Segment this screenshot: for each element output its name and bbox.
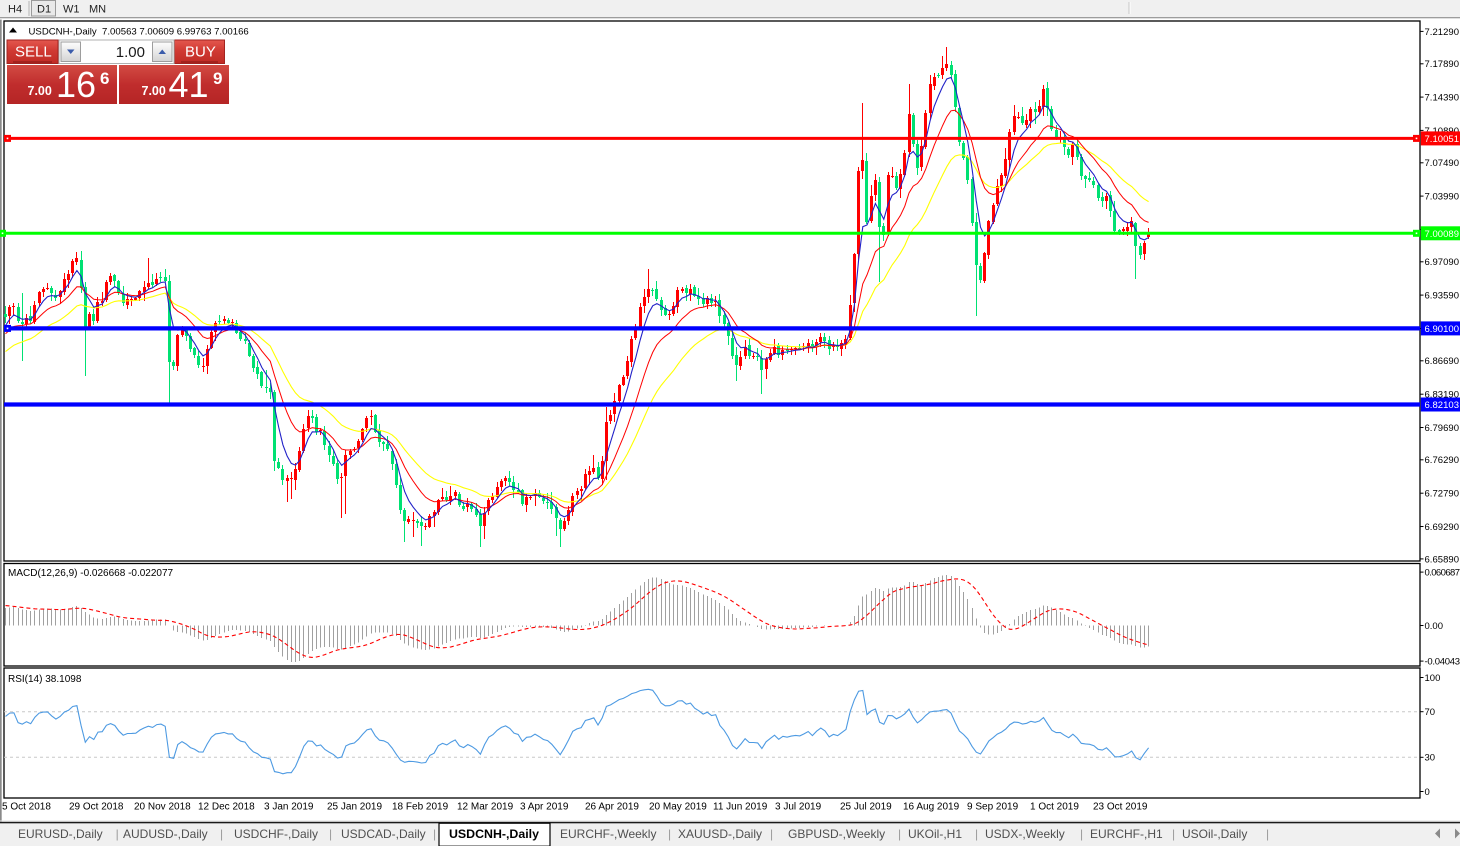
svg-text:6.93590: 6.93590 — [1425, 291, 1460, 302]
svg-text:100: 100 — [1425, 673, 1441, 684]
svg-text:|: | — [975, 827, 978, 841]
svg-text:9 Sep 2019: 9 Sep 2019 — [967, 802, 1019, 813]
svg-text:|: | — [433, 827, 436, 841]
svg-text:MN: MN — [89, 4, 106, 16]
svg-text:7.21290: 7.21290 — [1425, 27, 1460, 38]
svg-text:3 Apr 2019: 3 Apr 2019 — [520, 802, 569, 813]
svg-text:W1: W1 — [63, 4, 80, 16]
svg-text:6.69290: 6.69290 — [1425, 522, 1460, 533]
svg-text:|: | — [220, 827, 223, 841]
svg-text:|: | — [668, 827, 671, 841]
svg-text:|: | — [329, 827, 332, 841]
svg-text:7.03990: 7.03990 — [1425, 192, 1460, 203]
svg-text:7.17890: 7.17890 — [1425, 59, 1460, 70]
svg-text:25 Jul 2019: 25 Jul 2019 — [840, 802, 892, 813]
svg-text:|: | — [1172, 827, 1175, 841]
svg-text:UKOil-,H1: UKOil-,H1 — [908, 827, 962, 841]
svg-text:6.65890: 6.65890 — [1425, 554, 1460, 565]
svg-text:30: 30 — [1425, 753, 1436, 764]
svg-text:USDCAD-,Daily: USDCAD-,Daily — [341, 827, 426, 841]
svg-text:16 Aug 2019: 16 Aug 2019 — [903, 802, 960, 813]
svg-text:|: | — [116, 827, 119, 841]
svg-text:7.07490: 7.07490 — [1425, 158, 1460, 169]
svg-text:29 Oct 2018: 29 Oct 2018 — [69, 802, 124, 813]
svg-text:26 Apr 2019: 26 Apr 2019 — [585, 802, 639, 813]
svg-text:RSI(14) 38.1098: RSI(14) 38.1098 — [8, 674, 82, 685]
svg-text:6.90100: 6.90100 — [1425, 324, 1460, 335]
svg-text:6: 6 — [100, 69, 109, 88]
svg-text:XAUUSD-,Daily: XAUUSD-,Daily — [678, 827, 762, 841]
svg-text:7.00: 7.00 — [142, 84, 166, 98]
svg-text:23 Oct 2019: 23 Oct 2019 — [1093, 802, 1148, 813]
svg-text:MACD(12,26,9) -0.026668 -0.022: MACD(12,26,9) -0.026668 -0.022077 — [8, 568, 174, 579]
svg-text:AUDUSD-,Daily: AUDUSD-,Daily — [123, 827, 208, 841]
svg-text:6.83190: 6.83190 — [1425, 390, 1460, 401]
svg-text:0.060687: 0.060687 — [1425, 568, 1460, 579]
svg-text:7.10890: 7.10890 — [1425, 126, 1460, 137]
svg-text:3 Jan 2019: 3 Jan 2019 — [264, 802, 314, 813]
svg-text:6.79690: 6.79690 — [1425, 423, 1460, 434]
svg-text:9: 9 — [213, 69, 222, 88]
svg-text:18 Feb 2019: 18 Feb 2019 — [392, 802, 449, 813]
svg-text:41: 41 — [169, 64, 209, 105]
svg-text:|: | — [898, 827, 901, 841]
svg-text:6.82103: 6.82103 — [1425, 400, 1460, 411]
svg-text:11 Jun 2019: 11 Jun 2019 — [713, 802, 768, 813]
svg-text:-0.04043: -0.04043 — [1425, 657, 1460, 668]
svg-text:USDCNH-,Daily 7.00563 7.00609: USDCNH-,Daily 7.00563 7.00609 6.99763 7.… — [29, 27, 249, 38]
svg-text:12 Dec 2018: 12 Dec 2018 — [198, 802, 255, 813]
svg-text:D1: D1 — [37, 4, 51, 16]
svg-text:EURCHF-,H1: EURCHF-,H1 — [1090, 827, 1163, 841]
svg-text:25 Jan 2019: 25 Jan 2019 — [327, 802, 382, 813]
svg-text:BUY: BUY — [185, 44, 216, 61]
svg-text:0.00: 0.00 — [1425, 621, 1444, 632]
svg-text:6.72790: 6.72790 — [1425, 489, 1460, 500]
svg-text:7.10051: 7.10051 — [1425, 134, 1460, 145]
svg-text:USDCNH-,Daily: USDCNH-,Daily — [449, 827, 539, 841]
svg-text:0: 0 — [1425, 787, 1430, 798]
svg-text:EURUSD-,Daily: EURUSD-,Daily — [18, 827, 103, 841]
svg-text:7.14390: 7.14390 — [1425, 93, 1460, 104]
svg-text:USDCHF-,Daily: USDCHF-,Daily — [234, 827, 318, 841]
svg-text:16: 16 — [56, 64, 96, 105]
svg-text:EURCHF-,Weekly: EURCHF-,Weekly — [560, 827, 656, 841]
svg-text:3 Jul 2019: 3 Jul 2019 — [775, 802, 822, 813]
svg-text:USOil-,Daily: USOil-,Daily — [1182, 827, 1247, 841]
svg-text:7.00089: 7.00089 — [1425, 229, 1460, 240]
svg-text:1.00: 1.00 — [116, 44, 145, 61]
svg-text:|: | — [1266, 827, 1269, 841]
svg-text:|: | — [1080, 827, 1083, 841]
svg-text:6.76290: 6.76290 — [1425, 455, 1460, 466]
svg-text:20 May 2019: 20 May 2019 — [649, 802, 707, 813]
svg-text:H4: H4 — [8, 4, 22, 16]
svg-text:1 Oct 2019: 1 Oct 2019 — [1030, 802, 1079, 813]
svg-text:12 Mar 2019: 12 Mar 2019 — [457, 802, 514, 813]
svg-text:|: | — [770, 827, 773, 841]
svg-text:6.86690: 6.86690 — [1425, 356, 1460, 367]
svg-text:5 Oct 2018: 5 Oct 2018 — [2, 802, 51, 813]
svg-text:70: 70 — [1425, 707, 1436, 718]
svg-text:7.00: 7.00 — [28, 84, 52, 98]
svg-text:GBPUSD-,Weekly: GBPUSD-,Weekly — [788, 827, 885, 841]
svg-text:6.97090: 6.97090 — [1425, 257, 1460, 268]
svg-text:SELL: SELL — [15, 44, 52, 61]
svg-text:20 Nov 2018: 20 Nov 2018 — [134, 802, 191, 813]
svg-text:USDX-,Weekly: USDX-,Weekly — [985, 827, 1065, 841]
